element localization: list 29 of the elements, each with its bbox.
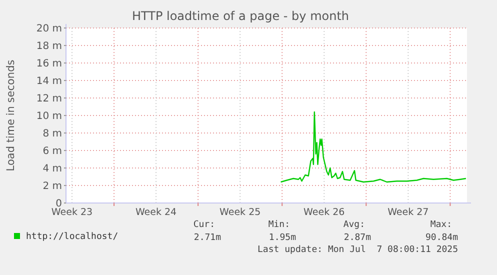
x-tick-label: Week 23 — [51, 207, 93, 218]
x-tick-label: Week 24 — [135, 207, 177, 218]
text: 2.71m — [194, 233, 221, 243]
legend-label: http://localhost/ — [26, 232, 118, 242]
y-tick-label: 8 m — [42, 128, 62, 140]
line-series — [280, 111, 467, 183]
y-axis-title: Load time in seconds — [5, 60, 17, 172]
text: Max: — [430, 220, 452, 230]
y-tick-label: 4 m — [42, 164, 62, 174]
text: Avg: — [343, 220, 365, 230]
y-tick-label: 20 m — [36, 24, 62, 34]
text: Cur: — [193, 220, 215, 230]
y-tick-label: 18 m — [36, 41, 62, 52]
x-tick-label: Week 27 — [388, 207, 429, 218]
chart-title: HTTP loadtime of a page - by month — [132, 9, 350, 23]
y-tick-label: 6 m — [42, 146, 62, 157]
text: Last update: Mon Jul 7 08:00:11 2025 — [258, 245, 458, 255]
x-tick-label: Week 26 — [304, 207, 345, 218]
y-tick-label: 0 — [56, 198, 62, 210]
y-tick-label: 10 m — [36, 111, 62, 122]
text: Min: — [268, 220, 290, 230]
text: 90.84m — [425, 233, 458, 243]
x-tick-label: Week 25 — [220, 207, 261, 218]
text: 2.87m — [344, 233, 371, 243]
y-tick-label: 14 m — [36, 76, 62, 87]
y-tick-label: 12 m — [36, 94, 62, 104]
y-tick-label: 2 m — [42, 181, 62, 192]
y-tick-label: 16 m — [36, 58, 62, 70]
text: 1.95m — [268, 233, 296, 243]
